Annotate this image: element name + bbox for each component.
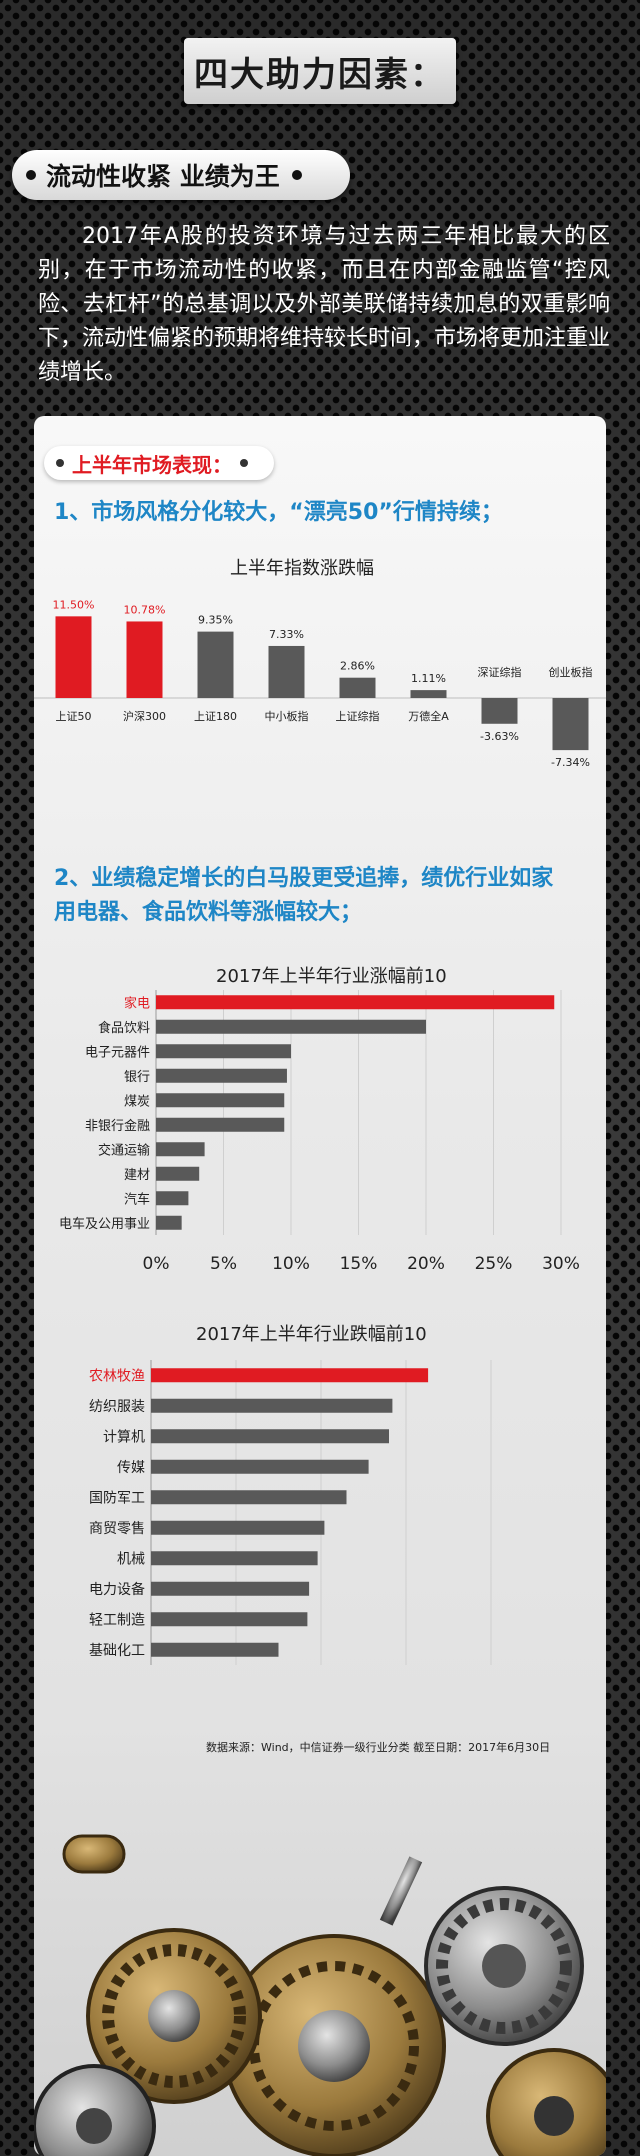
chart3-category-label: 计算机 xyxy=(103,1429,145,1445)
chart2-title: 2017年上半年行业涨幅前10 xyxy=(216,966,447,987)
chart2-bar xyxy=(156,1044,291,1059)
chart1-bar xyxy=(410,690,447,698)
chart1-category-label: 上证180 xyxy=(194,710,237,723)
chart3-category-label: 国防军工 xyxy=(89,1490,145,1506)
top-gainers-chart: 0% 5% 10% 15% 20% 25% 30% 家电食品饮料电子元器件银行煤炭非银行金融交… xyxy=(59,990,580,1274)
chart3-category-label: 基础化工 xyxy=(89,1642,145,1659)
gears-illustration xyxy=(34,1834,606,2156)
chart2-category-label: 家电 xyxy=(124,995,150,1011)
chart2-bar xyxy=(156,1068,287,1083)
chart2-category-label: 煤炭 xyxy=(124,1094,150,1109)
chart2-category-label: 银行 xyxy=(124,1070,150,1085)
sub-title-banner: 流动性收紧 业绩为王 xyxy=(12,150,350,200)
chart2-tick-label: 15% xyxy=(340,1254,378,1274)
chart2-category-label: 食品饮料 xyxy=(98,1020,150,1036)
chart2-bar xyxy=(156,1142,205,1157)
content-panel: 上半年市场表现： 1、市场风格分化较大，“漂亮50”行情持续； 上半年指数涨跌幅… xyxy=(34,416,606,2156)
sub-title-text: 流动性收紧 业绩为王 xyxy=(46,162,280,191)
chart2-category-label: 电车及公用事业 xyxy=(59,1216,150,1232)
chart3-bar xyxy=(151,1490,347,1505)
top-losers-chart: 0%−5%−10%−15%−20%农林牧渔纺织服装计算机传媒国防军工商贸零售机械… xyxy=(89,1360,492,1665)
chart2-bar xyxy=(156,1215,182,1230)
chart3-bar xyxy=(151,1520,325,1535)
chart1-category-label: 深证综指 xyxy=(478,665,522,679)
chart1-bar xyxy=(197,631,234,698)
chart3-category-label: 农林牧渔 xyxy=(89,1368,145,1384)
chart2-category-label: 电子元器件 xyxy=(85,1045,150,1060)
chart2-category-label: 建材 xyxy=(124,1168,150,1183)
chart2-category-label: 交通运输 xyxy=(98,1142,150,1158)
bullet-dot-icon xyxy=(291,170,302,180)
chart2-tick-label: 10% xyxy=(272,1254,310,1274)
bullet-dot-icon xyxy=(240,459,248,467)
chart1-category-label: 上证50 xyxy=(56,710,92,723)
chart3-category-label: 商贸零售 xyxy=(89,1521,145,1537)
chart2-tick-label: 0% xyxy=(143,1254,170,1274)
intro-paragraph: 2017年A股的投资环境与过去两三年相比最大的区别，在于市场流动性的收紧，而且在… xyxy=(38,224,611,385)
chart3-bar xyxy=(151,1642,279,1657)
chart2-bar xyxy=(156,1166,200,1181)
point-1: 1、市场风格分化较大，“漂亮50”行情持续； xyxy=(54,500,503,525)
chart1-value-label: 2.86% xyxy=(340,660,375,673)
chart1-category-label: 中小板指 xyxy=(265,709,309,723)
chart3-bar xyxy=(151,1368,429,1383)
chart2-tick-label: 5% xyxy=(210,1254,237,1274)
bullet-dot-icon xyxy=(56,459,64,467)
chart2-bar xyxy=(156,1117,285,1132)
chart2-tick-label: 30% xyxy=(542,1254,580,1274)
source-note: 数据来源：Wind，中信证券一级行业分类 截至日期：2017年6月30日 xyxy=(206,1741,551,1754)
chart3-bar xyxy=(151,1398,393,1413)
chart1-value-label: 10.78% xyxy=(124,603,166,616)
bullet-dot-icon xyxy=(26,170,36,180)
index-change-chart: 11.50% 上证50 10.78% 沪深300 9.35% 上证180 7.33% 中小板指… xyxy=(34,598,606,769)
chart1-bar xyxy=(268,645,305,698)
chart3-category-label: 电力设备 xyxy=(89,1581,145,1598)
chart1-bar xyxy=(339,677,376,698)
chart1-category-label: 上证综指 xyxy=(336,709,380,723)
section-label: 上半年市场表现： xyxy=(44,446,274,480)
chart3-category-label: 纺织服装 xyxy=(89,1399,145,1415)
point-2: 2、业绩稳定增长的白马股更受追捧，绩优行业如家用电器、食品饮料等涨幅较大； xyxy=(54,866,554,925)
chart3-bar xyxy=(151,1612,308,1627)
chart3-bar xyxy=(151,1551,318,1566)
chart1-value-label: 1.11% xyxy=(411,672,446,685)
chart2-bar xyxy=(156,1093,285,1108)
chart2-category-label: 非银行金融 xyxy=(85,1118,150,1134)
chart1-bar xyxy=(552,698,589,751)
chart1-bar xyxy=(481,698,518,724)
chart2-bar xyxy=(156,1019,426,1034)
chart2-bar xyxy=(156,995,555,1010)
chart3-category-label: 传媒 xyxy=(117,1460,145,1476)
chart1-category-label: 万德全A xyxy=(408,709,449,723)
chart2-bar xyxy=(156,1191,189,1206)
chart1-value-label: -7.34% xyxy=(551,756,590,769)
section-label-text: 上半年市场表现： xyxy=(72,452,232,477)
chart1-category-label: 沪深300 xyxy=(123,709,166,723)
chart1-bar xyxy=(55,616,92,698)
chart1-title: 上半年指数涨跌幅 xyxy=(230,558,374,579)
chart3-category-label: 轻工制造 xyxy=(89,1612,145,1628)
chart3-title: 2017年上半年行业跌幅前10 xyxy=(196,1324,427,1345)
chart2-tick-label: 25% xyxy=(475,1254,513,1274)
chart2-tick-label: 20% xyxy=(407,1254,445,1274)
chart1-category-label: 创业板指 xyxy=(549,665,593,679)
chart3-bar xyxy=(151,1459,369,1474)
chart1-value-label: 7.33% xyxy=(269,628,304,641)
main-title: 四大助力因素： xyxy=(184,38,456,104)
main-title-text: 四大助力因素： xyxy=(194,54,446,95)
chart3-category-label: 机械 xyxy=(117,1551,145,1567)
chart3-bar xyxy=(151,1581,310,1596)
chart1-value-label: -3.63% xyxy=(480,730,519,743)
chart3-bar xyxy=(151,1429,389,1444)
chart1-bar xyxy=(126,621,163,698)
chart2-category-label: 汽车 xyxy=(124,1191,150,1207)
chart1-value-label: 9.35% xyxy=(198,614,233,627)
chart1-value-label: 11.50% xyxy=(53,598,95,611)
